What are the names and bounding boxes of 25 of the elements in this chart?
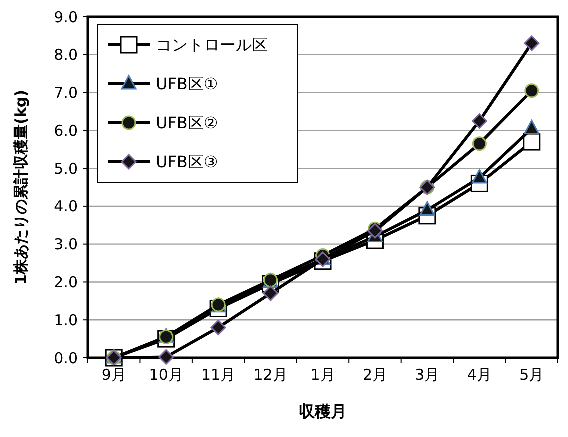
x-tick-label: 12月 (254, 366, 288, 384)
y-tick-label: 7.0 (54, 84, 78, 102)
x-tick-label: 5月 (520, 366, 544, 384)
y-tick-label: 4.0 (54, 198, 78, 216)
x-tick-label: 1月 (310, 366, 336, 384)
legend-label: UFB区② (156, 114, 218, 133)
y-tick-label: 0.0 (54, 349, 78, 368)
y-tick-label: 9.0 (54, 8, 78, 26)
y-tick-label: 8.0 (54, 46, 78, 64)
y-tick-label: 3.0 (54, 236, 78, 254)
legend-label: UFB区③ (156, 152, 218, 172)
x-axis-title: 収穫月 (299, 402, 347, 421)
x-tick-label: 2月 (362, 366, 388, 384)
y-axis-title: 1株あたりの累計収穫量(kg) (12, 90, 30, 285)
x-tick-label: 3月 (415, 366, 440, 384)
y-tick-label: 5.0 (54, 160, 78, 178)
x-tick-label: 10月 (149, 366, 184, 384)
x-tick-label: 9月 (102, 366, 126, 384)
x-tick-label: 11月 (202, 366, 236, 384)
legend-label: UFB区① (156, 74, 218, 94)
y-tick-label: 6.0 (54, 122, 78, 140)
legend-label: コントロール区 (156, 36, 268, 55)
x-tick-label: 4月 (467, 366, 492, 384)
y-tick-label: 1.0 (54, 311, 78, 330)
y-tick-label: 2.0 (54, 273, 78, 292)
